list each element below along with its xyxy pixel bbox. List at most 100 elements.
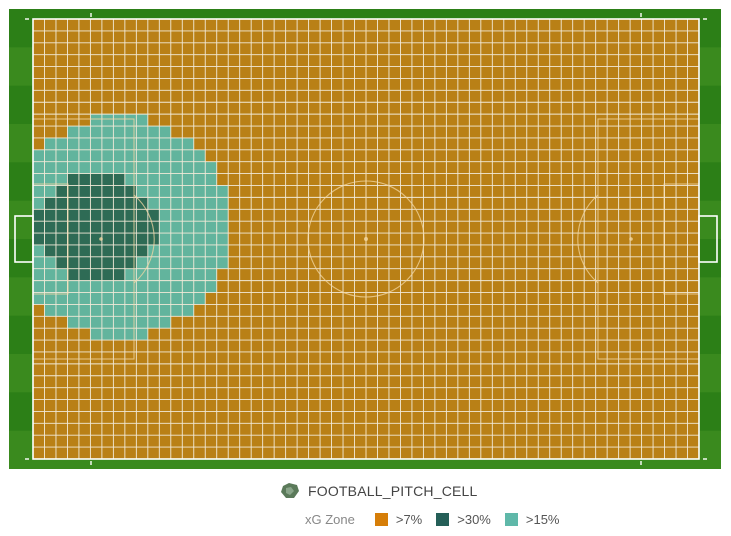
pitch-cell[interactable] xyxy=(343,375,355,388)
pitch-cell[interactable] xyxy=(423,126,436,139)
pitch-cell[interactable] xyxy=(251,375,263,388)
pitch-cell[interactable] xyxy=(618,256,631,270)
pitch-cell[interactable] xyxy=(377,102,390,115)
pitch-cell[interactable] xyxy=(343,256,355,270)
pitch-cell[interactable] xyxy=(457,173,470,186)
pitch-cell-zone-30[interactable] xyxy=(101,256,114,270)
pitch-cell[interactable] xyxy=(90,423,103,436)
pitch-cell[interactable] xyxy=(630,209,642,222)
pitch-cell[interactable] xyxy=(331,292,344,305)
pitch-cell[interactable] xyxy=(101,351,114,365)
pitch-cell[interactable] xyxy=(239,90,252,103)
pitch-cell[interactable] xyxy=(446,435,459,448)
pitch-cell[interactable] xyxy=(113,363,126,377)
pitch-cell[interactable] xyxy=(676,411,688,424)
pitch-cell[interactable] xyxy=(262,328,275,341)
pitch-cell[interactable] xyxy=(676,66,688,79)
pitch-cell[interactable] xyxy=(320,328,332,341)
pitch-cell[interactable] xyxy=(469,351,482,365)
pitch-cell[interactable] xyxy=(78,411,91,424)
pitch-cell-zone-30[interactable] xyxy=(113,256,126,270)
pitch-cell[interactable] xyxy=(595,19,608,32)
pitch-cell[interactable] xyxy=(308,90,321,103)
pitch-cell[interactable] xyxy=(653,197,665,210)
pitch-cell[interactable] xyxy=(159,78,172,91)
pitch-cell[interactable] xyxy=(687,197,700,210)
pitch-cell[interactable] xyxy=(377,328,390,341)
pitch-cell[interactable] xyxy=(320,19,332,32)
pitch-cell[interactable] xyxy=(78,351,91,365)
pitch-cell[interactable] xyxy=(308,399,321,412)
pitch-cell[interactable] xyxy=(239,197,252,210)
pitch-cell[interactable] xyxy=(239,256,252,270)
pitch-cell[interactable] xyxy=(538,447,551,460)
pitch-cell-zone-15[interactable] xyxy=(78,292,91,305)
pitch-cell[interactable] xyxy=(653,244,665,258)
pitch-cell[interactable] xyxy=(618,149,631,163)
pitch-cell[interactable] xyxy=(331,328,344,341)
pitch-cell-zone-30[interactable] xyxy=(101,197,114,210)
pitch-cell-zone-15[interactable] xyxy=(101,304,114,317)
pitch-cell[interactable] xyxy=(572,114,585,127)
pitch-cell-zone-15[interactable] xyxy=(147,256,160,270)
pitch-cell[interactable] xyxy=(331,54,344,67)
pitch-cell[interactable] xyxy=(251,280,263,293)
pitch-cell[interactable] xyxy=(343,126,355,139)
pitch-cell[interactable] xyxy=(297,292,309,305)
pitch-cell[interactable] xyxy=(124,90,137,103)
pitch-cell[interactable] xyxy=(90,399,103,412)
pitch-cell[interactable] xyxy=(618,435,631,448)
pitch-cell[interactable] xyxy=(676,268,688,281)
pitch-cell[interactable] xyxy=(469,30,482,44)
pitch-cell[interactable] xyxy=(274,423,286,436)
pitch-cell[interactable] xyxy=(343,351,355,365)
pitch-cell[interactable] xyxy=(400,197,413,210)
pitch-cell[interactable] xyxy=(676,399,688,412)
pitch-cell[interactable] xyxy=(147,387,160,400)
pitch-cell[interactable] xyxy=(526,90,539,103)
pitch-cell[interactable] xyxy=(515,340,528,353)
pitch-cell[interactable] xyxy=(400,351,413,365)
pitch-cell[interactable] xyxy=(239,328,252,341)
pitch-cell[interactable] xyxy=(595,447,608,460)
pitch-cell[interactable] xyxy=(124,387,137,400)
pitch-cell[interactable] xyxy=(457,316,470,329)
pitch-cell-zone-15[interactable] xyxy=(182,233,195,246)
pitch-cell-zone-15[interactable] xyxy=(159,256,172,270)
pitch-cell[interactable] xyxy=(343,447,355,460)
pitch-cell[interactable] xyxy=(687,399,700,412)
pitch-cell[interactable] xyxy=(297,256,309,270)
pitch-cell[interactable] xyxy=(561,173,573,186)
pitch-cell[interactable] xyxy=(388,102,401,115)
pitch-cell[interactable] xyxy=(205,411,218,424)
pitch-cell[interactable] xyxy=(44,78,57,91)
pitch-cell[interactable] xyxy=(239,387,252,400)
pitch-cell[interactable] xyxy=(251,435,263,448)
pitch-cell[interactable] xyxy=(331,233,344,246)
pitch-cell[interactable] xyxy=(320,90,332,103)
pitch-cell[interactable] xyxy=(67,42,80,55)
pitch-cell[interactable] xyxy=(274,197,286,210)
pitch-cell[interactable] xyxy=(388,161,401,174)
pitch-cell[interactable] xyxy=(469,185,482,198)
pitch-cell[interactable] xyxy=(308,435,321,448)
pitch-cell[interactable] xyxy=(113,387,126,400)
pitch-cell[interactable] xyxy=(354,399,367,412)
pitch-cell[interactable] xyxy=(251,54,263,67)
pitch-cell[interactable] xyxy=(561,233,573,246)
pitch-cell[interactable] xyxy=(676,304,688,317)
pitch-cell[interactable] xyxy=(503,42,516,55)
pitch-cell[interactable] xyxy=(526,173,539,186)
pitch-cell[interactable] xyxy=(182,447,195,460)
pitch-cell-zone-30[interactable] xyxy=(136,209,149,222)
pitch-cell[interactable] xyxy=(664,185,677,198)
pitch-cell-zone-15[interactable] xyxy=(113,126,126,139)
pitch-cell[interactable] xyxy=(446,316,459,329)
pitch-cell[interactable] xyxy=(630,30,642,44)
pitch-cell[interactable] xyxy=(538,78,551,91)
pitch-cell[interactable] xyxy=(538,161,551,174)
pitch-cell[interactable] xyxy=(377,78,390,91)
pitch-cell-zone-15[interactable] xyxy=(113,137,126,151)
pitch-cell[interactable] xyxy=(572,161,585,174)
pitch-cell-zone-15[interactable] xyxy=(101,149,114,163)
